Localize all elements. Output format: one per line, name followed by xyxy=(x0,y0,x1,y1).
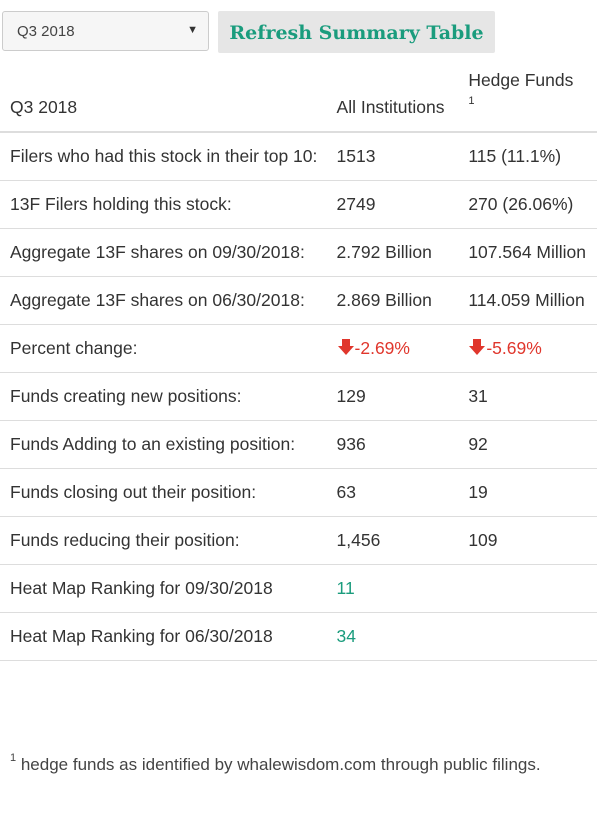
table-row: Funds reducing their position: 1,456 109 xyxy=(0,516,597,565)
row-hedge-value xyxy=(458,612,597,661)
down-arrow-icon xyxy=(337,339,354,355)
row-all-value: 2.792 Billion xyxy=(326,228,459,277)
row-label: Heat Map Ranking for 09/30/2018 xyxy=(0,564,327,613)
row-all-value: 2749 xyxy=(326,180,459,229)
row-hedge-value: 109 xyxy=(458,516,597,565)
table-row: Heat Map Ranking for 06/30/2018 34 xyxy=(0,612,597,661)
row-hedge-value: 19 xyxy=(458,468,597,517)
table-row: Aggregate 13F shares on 06/30/2018: 2.86… xyxy=(0,276,597,325)
table-row: 13F Filers holding this stock: 2749 270 … xyxy=(0,180,597,229)
row-hedge-value: -5.69% xyxy=(458,324,597,373)
table-header-row: Q3 2018 All Institutions Hedge Funds 1 xyxy=(0,57,597,133)
table-row: Aggregate 13F shares on 09/30/2018: 2.79… xyxy=(0,228,597,277)
quarter-select[interactable]: Q3 2018 ▼ xyxy=(2,11,209,51)
row-label: Aggregate 13F shares on 09/30/2018: xyxy=(0,228,327,277)
row-label: Percent change: xyxy=(0,324,327,373)
heatmap-rank-link[interactable]: 11 xyxy=(326,564,459,613)
row-label: Funds closing out their position: xyxy=(0,468,327,517)
header-hedge-footnote-marker: 1 xyxy=(468,95,475,108)
down-arrow-icon xyxy=(469,339,486,355)
table-row: Funds Adding to an existing position: 93… xyxy=(0,420,597,469)
percent-change-hedge: -5.69% xyxy=(486,338,542,358)
summary-controls: Q3 2018 ▼ Refresh Summary Table xyxy=(2,11,597,53)
row-hedge-value: 31 xyxy=(458,372,597,421)
row-hedge-value: 107.564 Million xyxy=(458,228,597,277)
row-hedge-value: 115 (11.1%) xyxy=(458,132,597,181)
refresh-summary-button[interactable]: Refresh Summary Table xyxy=(218,11,495,53)
footnote: 1 hedge funds as identified by whalewisd… xyxy=(10,751,580,778)
header-hedge-funds: Hedge Funds 1 xyxy=(458,57,597,133)
row-all-value: 1,456 xyxy=(326,516,459,565)
header-period: Q3 2018 xyxy=(0,57,327,133)
row-hedge-value: 92 xyxy=(458,420,597,469)
percent-change-all: -2.69% xyxy=(354,338,410,358)
row-all-value: -2.69% xyxy=(326,324,459,373)
table-row: Funds creating new positions: 129 31 xyxy=(0,372,597,421)
header-hedge-funds-label: Hedge Funds xyxy=(468,70,574,90)
table-row: Heat Map Ranking for 09/30/2018 11 xyxy=(0,564,597,613)
row-hedge-value xyxy=(458,564,597,613)
row-all-value: 129 xyxy=(326,372,459,421)
row-label: Aggregate 13F shares on 06/30/2018: xyxy=(0,276,327,325)
quarter-select-value: Q3 2018 xyxy=(17,23,75,40)
row-label: Filers who had this stock in their top 1… xyxy=(0,132,327,181)
table-row: Funds closing out their position: 63 19 xyxy=(0,468,597,517)
row-label: Funds Adding to an existing position: xyxy=(0,420,327,469)
row-label: 13F Filers holding this stock: xyxy=(0,180,327,229)
summary-table: Q3 2018 All Institutions Hedge Funds 1 Fi… xyxy=(0,57,597,661)
heatmap-rank-link[interactable]: 34 xyxy=(326,612,459,661)
top-link-fragment[interactable] xyxy=(96,0,136,2)
row-all-value: 936 xyxy=(326,420,459,469)
row-all-value: 63 xyxy=(326,468,459,517)
footnote-marker: 1 xyxy=(10,752,17,765)
row-hedge-value: 114.059 Million xyxy=(458,276,597,325)
table-row: Filers who had this stock in their top 1… xyxy=(0,132,597,181)
header-all-institutions: All Institutions xyxy=(326,57,459,133)
row-label: Heat Map Ranking for 06/30/2018 xyxy=(0,612,327,661)
row-label: Funds creating new positions: xyxy=(0,372,327,421)
row-hedge-value: 270 (26.06%) xyxy=(458,180,597,229)
chevron-down-icon: ▼ xyxy=(187,24,198,36)
row-label: Funds reducing their position: xyxy=(0,516,327,565)
footnote-text: hedge funds as identified by whalewisdom… xyxy=(16,755,541,774)
row-all-value: 1513 xyxy=(326,132,459,181)
row-all-value: 2.869 Billion xyxy=(326,276,459,325)
table-row-percent-change: Percent change: -2.69% -5.69% xyxy=(0,324,597,373)
